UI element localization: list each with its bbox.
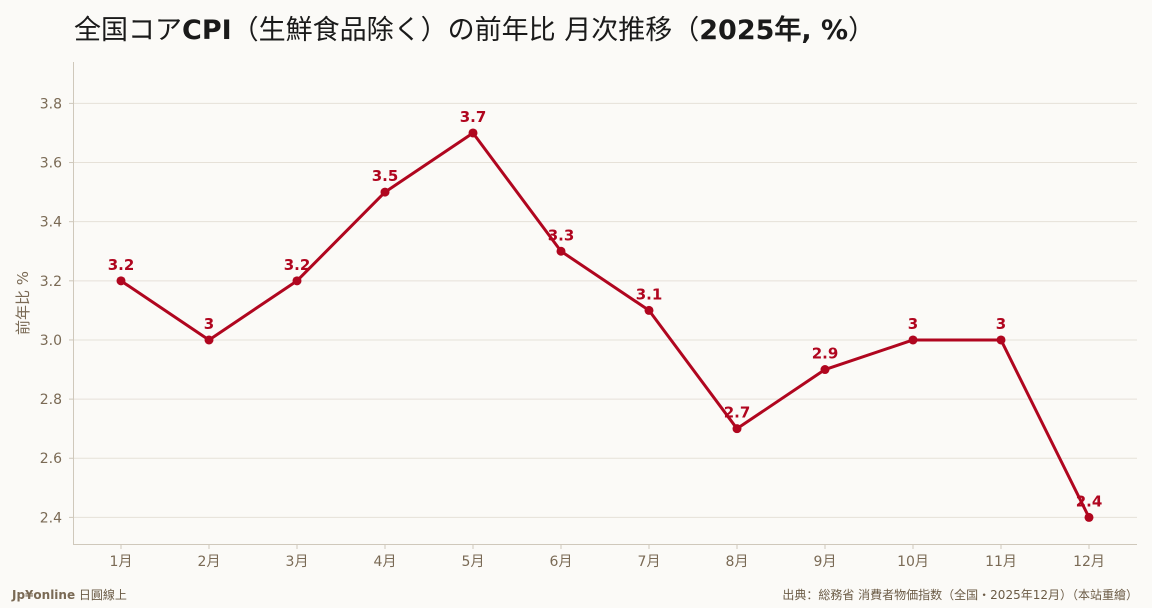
data-label: 3.7 bbox=[460, 108, 487, 126]
y-tick-label: 3.2 bbox=[40, 274, 62, 290]
data-point bbox=[116, 276, 126, 286]
data-label: 2.9 bbox=[812, 345, 839, 363]
data-point bbox=[1084, 512, 1094, 522]
footer-brand: Jp¥online 日圓線上 bbox=[12, 586, 127, 603]
data-point bbox=[732, 424, 742, 434]
brand-suffix: 日圓線上 bbox=[75, 588, 127, 602]
series-line bbox=[119, 131, 1091, 519]
y-tick-label: 2.6 bbox=[40, 451, 62, 467]
data-label: 3.3 bbox=[548, 226, 575, 244]
data-labels: 3.2 3 3.2 3.5 3.7 3.3 3.1 2.7 2.9 3 3 2.4 bbox=[108, 108, 1103, 510]
y-tick-label: 3.4 bbox=[40, 215, 62, 231]
data-label: 3 bbox=[204, 315, 214, 333]
y-tick-label: 3.8 bbox=[40, 96, 62, 112]
data-label: 3.2 bbox=[108, 256, 135, 274]
title-suffix: ） bbox=[848, 15, 876, 46]
gridlines bbox=[74, 102, 1137, 518]
data-label: 3 bbox=[908, 315, 918, 333]
data-point bbox=[644, 305, 654, 315]
x-tick-label: 1月 bbox=[110, 554, 133, 570]
y-axis-label: 前年比 % bbox=[14, 271, 32, 335]
data-label: 2.7 bbox=[724, 404, 751, 422]
chart-title: 全国コアCPI（生鮮食品除く）の前年比 月次推移（2025年, %） bbox=[74, 8, 875, 47]
data-point bbox=[820, 365, 830, 375]
data-label: 3 bbox=[996, 315, 1006, 333]
y-tick-label: 3.0 bbox=[40, 333, 62, 349]
x-tick-label: 12月 bbox=[1073, 554, 1105, 570]
y-ticks: 2.4 2.6 2.8 3.0 3.2 3.4 3.6 3.8 bbox=[40, 96, 74, 526]
x-tick-label: 3月 bbox=[286, 554, 309, 570]
x-ticks: 1月 2月 3月 4月 5月 6月 7月 8月 9月 10月 11月 12月 bbox=[110, 544, 1105, 570]
x-tick-label: 6月 bbox=[550, 554, 573, 570]
title-mid: （生鮮食品除く）の前年比 月次推移（ bbox=[231, 15, 700, 46]
brand-name: Jp¥online bbox=[12, 588, 76, 602]
x-tick-label: 5月 bbox=[462, 554, 485, 570]
data-label: 3.2 bbox=[284, 256, 311, 274]
title-cpi: CPI bbox=[182, 15, 232, 46]
data-label: 2.4 bbox=[1076, 492, 1103, 510]
y-tick-label: 3.6 bbox=[40, 156, 62, 172]
data-label: 3.1 bbox=[636, 285, 663, 303]
y-tick-label: 2.4 bbox=[40, 510, 62, 526]
x-tick-label: 10月 bbox=[897, 554, 929, 570]
y-tick-label: 2.8 bbox=[40, 392, 62, 408]
data-point bbox=[204, 335, 214, 345]
title-prefix: 全国コア bbox=[74, 15, 182, 46]
data-point bbox=[468, 128, 478, 138]
title-year: 2025年, % bbox=[699, 15, 849, 46]
data-point bbox=[556, 246, 566, 256]
data-points bbox=[116, 128, 1094, 522]
x-tick-label: 2月 bbox=[198, 554, 221, 570]
data-point bbox=[908, 335, 918, 345]
data-point bbox=[996, 335, 1006, 345]
x-tick-label: 11月 bbox=[985, 554, 1017, 570]
x-tick-label: 8月 bbox=[726, 554, 749, 570]
x-tick-label: 7月 bbox=[638, 554, 661, 570]
footer-source: 出典：総務省 消費者物価指数（全国・2025年12月）（本站重繪） bbox=[782, 588, 1138, 602]
data-point bbox=[292, 276, 302, 286]
data-label: 3.5 bbox=[372, 167, 399, 185]
x-tick-label: 9月 bbox=[814, 554, 837, 570]
x-tick-label: 4月 bbox=[374, 554, 397, 570]
data-point bbox=[380, 187, 390, 197]
